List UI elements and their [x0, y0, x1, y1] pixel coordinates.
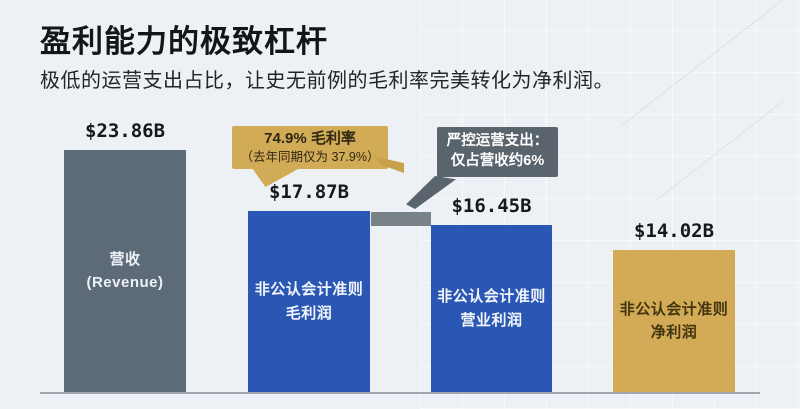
callout-gross-margin: 74.9% 毛利率 （去年同期仅为 37.9%）	[232, 126, 388, 169]
bar-group-revenue: $23.86B 营收 (Revenue)	[64, 120, 186, 392]
bar-label-revenue: 营收 (Revenue)	[86, 248, 163, 295]
page-title: 盈利能力的极致杠杆	[40, 24, 328, 59]
bar-label-line2: 净利润	[650, 324, 698, 341]
bar-net-profit: 非公认会计准则 净利润	[613, 250, 735, 392]
chart-baseline	[40, 392, 760, 394]
bar-label-line1: 营收	[109, 250, 141, 268]
background-diagonal-line	[656, 100, 784, 201]
callout-opex: 严控运营支出： 仅占营收约6%	[437, 127, 558, 177]
bar-label-line1: 非公认会计准则	[254, 281, 364, 299]
bar-label-line2: (Revenue)	[86, 274, 164, 291]
value-label-net-profit: $14.02B	[633, 220, 715, 242]
bar-group-operating-profit: $16.45B 非公认会计准则 营业利润	[431, 195, 552, 392]
bar-label-gross-profit: 非公认会计准则 毛利润	[255, 278, 364, 325]
callout-opex-line1: 严控运营支出：	[446, 133, 549, 149]
value-label-revenue: $23.86B	[84, 120, 166, 142]
bar-label-operating-profit: 非公认会计准则 营业利润	[437, 285, 546, 332]
opex-connector-bar	[371, 212, 431, 226]
bar-label-line2: 营业利润	[460, 311, 523, 329]
background-diagonal-line	[621, 0, 789, 126]
bar-revenue: 营收 (Revenue)	[64, 150, 186, 392]
bar-label-line2: 毛利润	[285, 304, 333, 322]
bar-label-line1: 非公认会计准则	[619, 300, 729, 318]
bar-label-net-profit: 非公认会计准则 净利润	[620, 298, 729, 345]
callout-gross-margin-line2: （去年同期仅为 37.9%）	[240, 149, 380, 164]
bar-group-net-profit: $14.02B 非公认会计准则 净利润	[613, 220, 735, 392]
bar-operating-profit: 非公认会计准则 营业利润	[431, 225, 552, 392]
bar-gross-profit: 非公认会计准则 毛利润	[248, 211, 370, 392]
value-label-gross-profit: $17.87B	[268, 181, 350, 203]
page-subtitle: 极低的运营支出占比，让史无前例的毛利率完美转化为净利润。	[40, 70, 614, 92]
bar-label-line1: 非公认会计准则	[437, 288, 546, 306]
callout-gross-margin-line1: 74.9% 毛利率	[264, 130, 356, 147]
bar-group-gross-profit: $17.87B 非公认会计准则 毛利润	[248, 181, 370, 392]
value-label-operating-profit: $16.45B	[451, 195, 532, 217]
callout-opex-line2: 仅占营收约6%	[450, 152, 545, 169]
